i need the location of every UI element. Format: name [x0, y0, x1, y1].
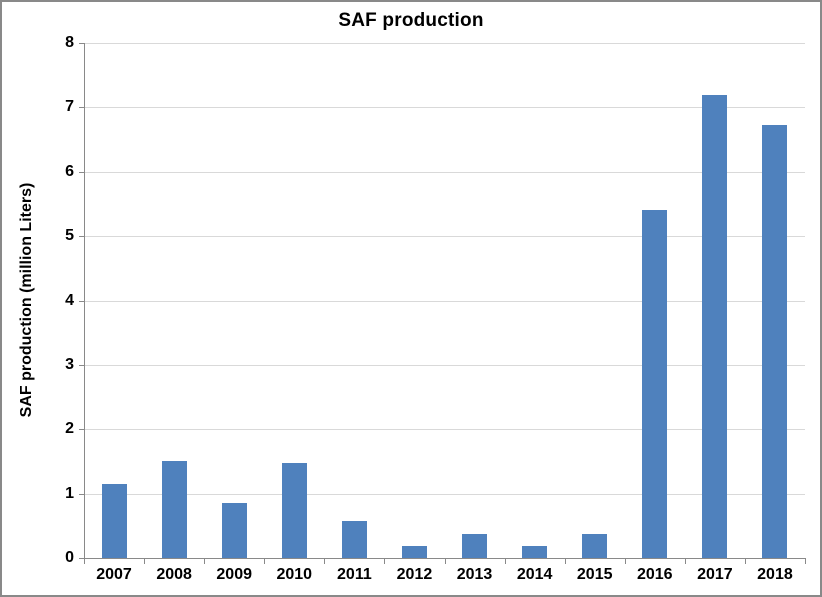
x-axis-tick-11 — [744, 559, 746, 564]
y-tick-label-2: 2 — [65, 420, 74, 438]
x-axis-tick-4 — [324, 559, 326, 564]
y-tick-label-0: 0 — [65, 549, 74, 566]
gridline-5 — [84, 236, 805, 238]
bar-2015 — [582, 533, 608, 558]
x-tick-label-2014: 2014 — [516, 566, 553, 583]
y-tick-label-1: 1 — [65, 484, 74, 502]
x-axis-tick-2 — [204, 559, 206, 564]
x-tick-label-2009: 2009 — [216, 566, 252, 583]
y-tick-label-7: 7 — [65, 98, 74, 116]
x-axis-tick-3 — [264, 559, 266, 564]
bar-2014 — [522, 545, 548, 558]
bar-2008 — [161, 461, 187, 558]
x-axis-tick-7 — [504, 559, 506, 564]
gridline-6 — [84, 171, 805, 173]
x-tick-label-2015: 2015 — [576, 566, 613, 583]
x-tick-label-2010: 2010 — [276, 566, 313, 583]
x-tick-label-2013: 2013 — [456, 566, 493, 583]
y-tick-label-3: 3 — [65, 355, 74, 373]
plot-area — [84, 43, 805, 558]
bar-2011 — [341, 521, 367, 558]
x-axis-tick-6 — [444, 559, 446, 564]
x-tick-label-2008: 2008 — [156, 566, 192, 583]
x-axis-tick-9 — [624, 559, 626, 564]
x-axis-tick-1 — [144, 559, 146, 564]
gridline-3 — [84, 364, 805, 366]
bar-2010 — [281, 463, 307, 558]
bar-2007 — [101, 483, 127, 558]
x-tick-label-2007: 2007 — [96, 566, 132, 583]
x-tick-label-2016: 2016 — [636, 566, 673, 583]
bar-2018 — [762, 125, 788, 558]
x-axis-tick-10 — [684, 559, 686, 564]
chart-title: SAF production — [338, 10, 484, 31]
bar-2016 — [642, 209, 668, 558]
x-axis-line — [84, 558, 806, 559]
y-axis-tick-0 — [79, 558, 84, 559]
x-tick-label-2017: 2017 — [697, 566, 733, 583]
gridline-7 — [84, 107, 805, 109]
y-axis-tick-1 — [79, 493, 84, 495]
bar-2009 — [221, 503, 247, 558]
gridline-2 — [84, 429, 805, 431]
y-axis-tick-3 — [79, 364, 84, 366]
bar-2017 — [702, 94, 728, 558]
y-tick-label-4: 4 — [65, 291, 74, 309]
bar-2012 — [401, 545, 427, 558]
y-tick-label-8: 8 — [65, 34, 74, 51]
gridline-8 — [84, 43, 805, 44]
y-axis-tick-7 — [79, 107, 84, 109]
y-tick-label-6: 6 — [65, 162, 74, 180]
y-tick-label-5: 5 — [65, 227, 74, 245]
x-tick-label-2018: 2018 — [757, 566, 793, 583]
x-axis-tick-5 — [384, 559, 386, 564]
y-axis-tick-4 — [79, 300, 84, 302]
gridline-1 — [84, 493, 805, 495]
x-tick-label-2012: 2012 — [396, 566, 433, 583]
y-axis-tick-6 — [79, 171, 84, 173]
gridline-4 — [84, 300, 805, 302]
y-axis-tick-5 — [79, 236, 84, 238]
y-axis-tick-2 — [79, 429, 84, 431]
x-axis-tick-8 — [564, 559, 566, 564]
x-axis-tick-12 — [805, 559, 806, 564]
bar-2013 — [462, 533, 488, 558]
y-axis-tick-8 — [79, 43, 84, 44]
y-axis-line — [84, 43, 85, 559]
x-axis-tick-0 — [84, 559, 85, 564]
x-tick-label-2011: 2011 — [337, 566, 372, 583]
